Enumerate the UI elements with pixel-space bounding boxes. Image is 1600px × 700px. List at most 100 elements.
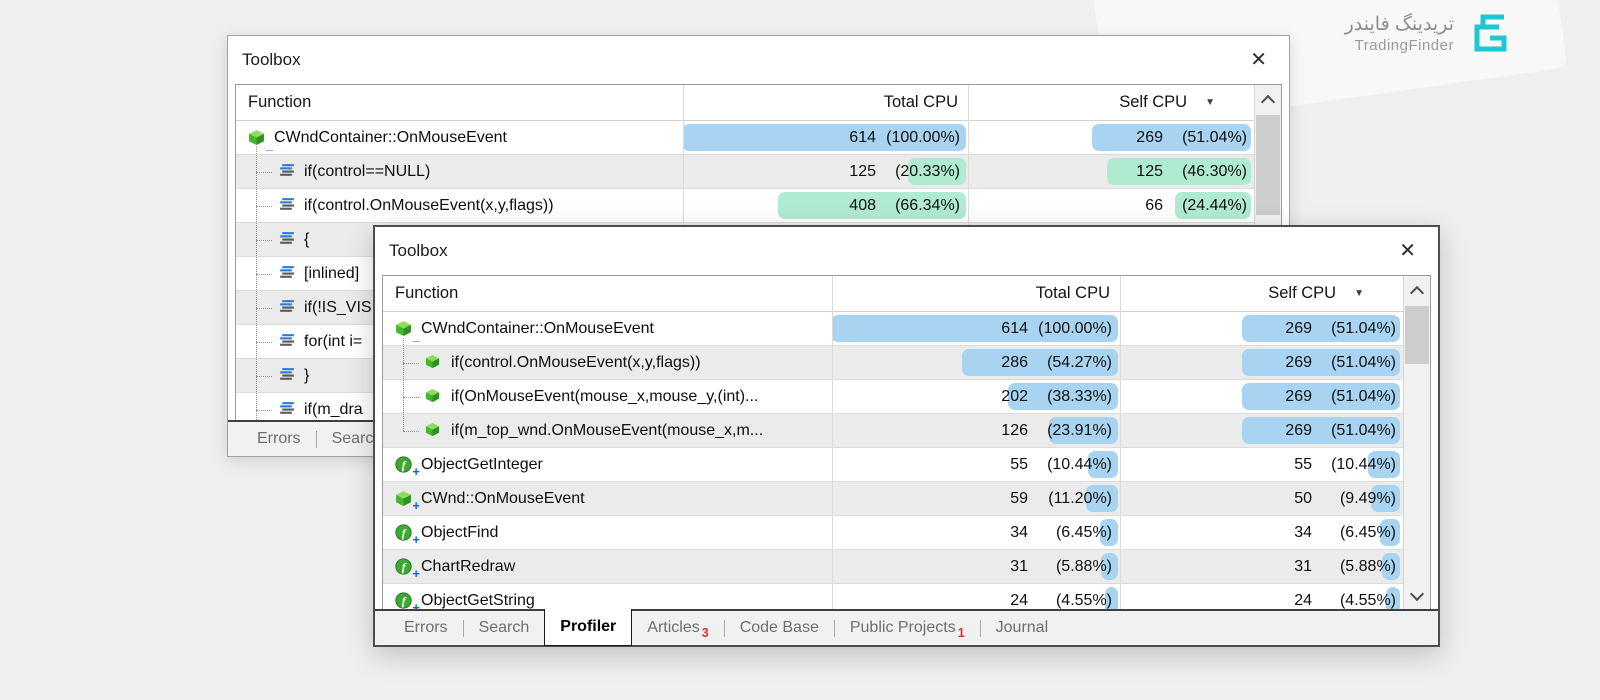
tree-line (395, 414, 425, 447)
cpu-bar (1008, 383, 1118, 410)
tab-search[interactable]: Search (331, 430, 383, 447)
self-cpu-cell: 125 (46.30%) (969, 155, 1281, 188)
total-cpu-cell: 55 (10.44%) (833, 448, 1121, 481)
function-cell: for(int i= (236, 325, 684, 358)
function-name: ObjectFind (421, 523, 499, 541)
function-cell: f + ChartRedraw (383, 550, 833, 583)
cpu-bar (1370, 485, 1400, 512)
function-name: { (304, 230, 310, 248)
function-name: CWnd::OnMouseEvent (421, 489, 585, 507)
window-title: Toolbox (389, 241, 448, 260)
cpu-bar (684, 124, 966, 151)
table-row[interactable]: + CWnd::OnMouseEvent 59 (11.20%) 50 (9.4… (383, 482, 1430, 516)
tab-separator (979, 619, 981, 637)
vertical-scrollbar[interactable] (1403, 276, 1430, 609)
function-cell: _ CWndContainer::OnMouseEvent (383, 312, 833, 345)
table-header: Function Total CPU Self CPU ▼ (236, 85, 1281, 121)
table-row[interactable]: if(OnMouseEvent(mouse_x,mouse_y,(int)...… (383, 380, 1430, 414)
cpu-bar (1385, 587, 1400, 609)
tab-articles[interactable]: Articles 3 (647, 619, 709, 640)
table-row[interactable]: _ CWndContainer::OnMouseEvent 614 (100.0… (236, 121, 1281, 155)
tab-errors[interactable]: Errors (404, 619, 448, 636)
self-cpu-cell: 55 (10.44%) (1121, 448, 1430, 481)
column-header-self-cpu[interactable]: Self CPU ▼ (1121, 276, 1430, 312)
function-name: if(control==NULL) (304, 162, 431, 180)
function-name: [inlined] (304, 264, 360, 282)
function-cell: f + ObjectGetInteger (383, 448, 833, 481)
table-row[interactable]: if(control==NULL) 125 (20.33%) 125 (46.3… (236, 155, 1281, 189)
plus-badge: + (412, 600, 420, 609)
self-cpu-cell: 66 (24.44%) (969, 189, 1281, 222)
tree-line (248, 325, 278, 358)
column-header-self-cpu[interactable]: Self CPU ▼ (969, 85, 1281, 121)
function-cell: if(control.OnMouseEvent(x,y,flags)) (236, 189, 684, 222)
scroll-up-icon[interactable] (1409, 285, 1425, 301)
tab-separator (462, 619, 464, 637)
tab-public-projects[interactable]: Public Projects 1 (849, 619, 965, 640)
total-cpu-cell: 31 (5.88%) (833, 550, 1121, 583)
tab-code-base[interactable]: Code Base (739, 619, 819, 636)
table-row[interactable]: _ CWndContainer::OnMouseEvent 614 (100.0… (383, 312, 1430, 346)
tab-separator (833, 619, 835, 637)
scrollbar-thumb[interactable] (1256, 115, 1280, 215)
cpu-bar (1242, 349, 1400, 376)
cpu-bar (1242, 383, 1400, 410)
table-row[interactable]: f + ObjectGetInteger 55 (10.44%) 55 (10.… (383, 448, 1430, 482)
plus-badge: + (412, 464, 420, 479)
cube-icon (425, 354, 442, 371)
list-icon (278, 163, 295, 180)
function-cell: _ CWndContainer::OnMouseEvent (236, 121, 684, 154)
tab-profiler[interactable]: Profiler (544, 608, 633, 646)
list-icon (278, 197, 295, 214)
tab-search[interactable]: Search (478, 619, 530, 636)
table-row[interactable]: if(control.OnMouseEvent(x,y,flags)) 408 … (236, 189, 1281, 223)
column-header-total-cpu[interactable]: Total CPU (684, 85, 969, 121)
unread-count-badge: 3 (701, 626, 709, 640)
total-cpu-cell: 34 (6.45%) (833, 516, 1121, 549)
table-row[interactable]: f + ObjectFind 34 (6.45%) 34 (6.45%) (383, 516, 1430, 550)
sort-desc-icon: ▼ (1354, 288, 1364, 299)
function-cell: if(m_top_wnd.OnMouseEvent(mouse_x,m... (383, 414, 833, 447)
total-cpu-cell: 24 (4.55%) (833, 584, 1121, 609)
cpu-bar (1106, 158, 1251, 185)
function-cell: if(OnMouseEvent(mouse_x,mouse_y,(int)... (383, 380, 833, 413)
close-icon[interactable]: ✕ (1250, 49, 1267, 71)
self-cpu-cell: 269 (51.04%) (969, 121, 1281, 154)
scroll-up-icon[interactable] (1260, 94, 1276, 110)
titlebar: Toolbox ✕ (375, 227, 1438, 275)
total-cpu-cell: 614 (100.00%) (684, 121, 969, 154)
column-header-function[interactable]: Function (383, 276, 833, 312)
function-cell: [inlined] (236, 257, 684, 290)
self-cpu-cell: 34 (6.45%) (1121, 516, 1430, 549)
cpu-bar (777, 192, 966, 219)
tree-line (248, 359, 278, 392)
function-cell: f + ObjectGetString (383, 584, 833, 609)
self-cpu-cell: 50 (9.49%) (1121, 482, 1430, 515)
self-cpu-cell: 269 (51.04%) (1121, 346, 1430, 379)
total-cpu-cell: 59 (11.20%) (833, 482, 1121, 515)
scroll-down-icon[interactable] (1409, 586, 1425, 602)
table-row[interactable]: f + ChartRedraw 31 (5.88%) 31 (5.88%) (383, 550, 1430, 584)
tab-journal[interactable]: Journal (995, 619, 1049, 636)
cube-icon: _ (395, 320, 420, 342)
function-icon: f + (395, 592, 420, 609)
self-cpu-cell: 31 (5.88%) (1121, 550, 1430, 583)
svg-text:f: f (402, 595, 407, 608)
tree-line (395, 346, 425, 379)
table-row[interactable]: if(control.OnMouseEvent(x,y,flags)) 286 … (383, 346, 1430, 380)
function-cell: f + ObjectFind (383, 516, 833, 549)
column-header-total-cpu[interactable]: Total CPU (833, 276, 1121, 312)
self-cpu-cell: 269 (51.04%) (1121, 312, 1430, 345)
function-cell: if(control.OnMouseEvent(x,y,flags)) (383, 346, 833, 379)
function-name: for(int i= (304, 332, 363, 350)
list-icon (278, 367, 295, 384)
table-row[interactable]: f + ObjectGetString 24 (4.55%) 24 (4.55%… (383, 584, 1430, 609)
close-icon[interactable]: ✕ (1399, 240, 1416, 262)
table-row[interactable]: if(m_top_wnd.OnMouseEvent(mouse_x,m... 1… (383, 414, 1430, 448)
tab-errors[interactable]: Errors (257, 430, 301, 447)
total-cpu-cell: 202 (38.33%) (833, 380, 1121, 413)
cpu-bar (1085, 485, 1118, 512)
column-header-function[interactable]: Function (236, 85, 684, 121)
scrollbar-thumb[interactable] (1405, 306, 1429, 364)
